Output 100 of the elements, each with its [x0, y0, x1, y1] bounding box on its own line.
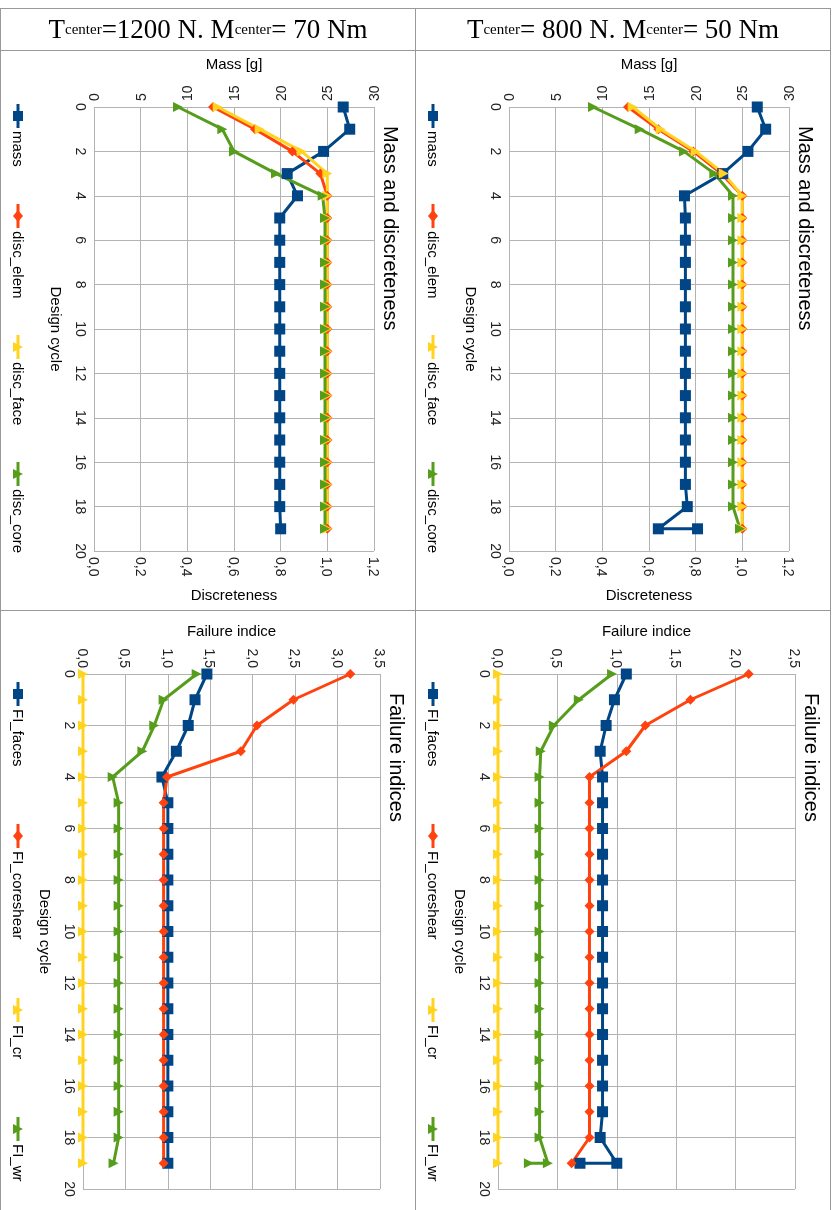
- y-axis-title: Design cycle: [463, 286, 480, 372]
- x-tick-label: 3,5: [372, 648, 388, 669]
- x2-tick-label: 25: [319, 85, 336, 101]
- x-axis-title: Failure indice: [601, 622, 692, 639]
- x-tick-label: 0,4: [179, 557, 196, 577]
- y-tick-label: 2: [62, 721, 78, 730]
- legend-label: FI_wr: [424, 1143, 442, 1182]
- y-tick-label: 6: [477, 824, 493, 833]
- x2-axis-title: Mass [g]: [205, 55, 263, 72]
- x2-tick-label: 0: [501, 93, 517, 101]
- y-tick-label: 16: [62, 1078, 78, 1094]
- x-axis-title: Discreteness: [605, 586, 693, 603]
- y-tick-label: 12: [73, 365, 89, 382]
- x-tick-label: 1,2: [366, 557, 382, 577]
- y-tick-label: 0: [477, 670, 493, 679]
- y-tick-label: 20: [73, 543, 89, 559]
- x-tick-label: 0,4: [594, 557, 611, 577]
- legend-label: FI_coreshear: [424, 851, 442, 940]
- y-tick-label: 18: [477, 1129, 493, 1146]
- x-tick-label: 0,2: [547, 557, 564, 577]
- x2-tick-label: 15: [226, 85, 242, 101]
- y-tick-label: 10: [488, 321, 504, 337]
- y-tick-label: 16: [488, 454, 504, 471]
- y-tick-label: 6: [73, 236, 89, 245]
- y-tick-label: 8: [477, 876, 493, 885]
- legend-label: FI_wr: [9, 1143, 27, 1182]
- legend-label: disc_face: [424, 362, 442, 426]
- y-tick-label: 14: [488, 410, 504, 426]
- y-tick-label: 18: [62, 1129, 78, 1146]
- x-tick-label: 0,5: [117, 648, 134, 669]
- x2-tick-label: 25: [734, 85, 751, 101]
- x2-tick-label: 10: [179, 85, 196, 101]
- x2-tick-label: 30: [781, 85, 797, 101]
- x-tick-label: 1,0: [159, 648, 176, 669]
- y-tick-label: 16: [73, 454, 89, 471]
- y-tick-label: 0: [73, 103, 89, 112]
- x-tick-label: 1,5: [202, 648, 219, 669]
- x-tick-label: 1,0: [319, 557, 336, 577]
- x2-tick-label: 10: [594, 85, 611, 101]
- x-tick-label: 1,2: [781, 557, 797, 577]
- y-tick-label: 12: [62, 975, 78, 991]
- x-tick-label: 0,0: [75, 648, 91, 669]
- y-tick-label: 10: [62, 923, 78, 940]
- x-tick-label: 3,0: [329, 648, 346, 669]
- x-tick-label: 1,5: [668, 648, 685, 669]
- legend-label: FI_faces: [9, 708, 27, 767]
- y-tick-label: 6: [488, 236, 504, 245]
- x-axis-title: Failure indice: [186, 622, 277, 639]
- legend-label: FI_coreshear: [9, 851, 27, 940]
- legend-label: disc_elem: [424, 230, 442, 299]
- y-tick-label: 8: [488, 280, 504, 289]
- y-tick-label: 0: [488, 103, 504, 112]
- legend-label: FI_faces: [424, 708, 442, 767]
- y-tick-label: 10: [477, 923, 493, 940]
- y-tick-label: 14: [73, 410, 89, 426]
- y-tick-label: 4: [73, 191, 89, 200]
- y-tick-label: 4: [488, 191, 504, 200]
- y-tick-label: 18: [73, 498, 89, 515]
- legend-label: FI_cr: [424, 1024, 442, 1059]
- x2-tick-label: 20: [687, 85, 704, 101]
- y-axis-title: Design cycle: [37, 888, 54, 975]
- text: Mass and discreteness: [794, 126, 817, 331]
- x-tick-label: 2,0: [244, 648, 261, 669]
- x-tick-label: 0,8: [687, 557, 704, 577]
- legend-label: FI_cr: [9, 1024, 27, 1059]
- x-tick-label: 0,6: [226, 557, 242, 577]
- x-tick-label: 0,0: [490, 648, 506, 669]
- x-tick-label: 2,0: [727, 648, 744, 669]
- y-tick-label: 14: [62, 1026, 78, 1043]
- y-axis-title: Design cycle: [48, 286, 65, 372]
- y-tick-label: 20: [477, 1181, 493, 1197]
- y-tick-label: 8: [62, 876, 78, 885]
- y-tick-label: 18: [488, 498, 504, 515]
- x-tick-label: 0,2: [132, 557, 149, 577]
- x-tick-label: 0,6: [641, 557, 657, 577]
- legend-label: disc_core: [424, 489, 442, 554]
- x2-axis-title: Mass [g]: [620, 55, 678, 72]
- text: Mass and discreteness: [379, 126, 402, 331]
- x-tick-label: 2,5: [287, 648, 304, 669]
- y-tick-label: 12: [488, 365, 504, 382]
- y-tick-label: 0: [62, 670, 78, 679]
- x2-tick-label: 0: [86, 93, 102, 101]
- x-tick-label: 0,5: [549, 648, 566, 669]
- text: Failure indices: [385, 693, 408, 822]
- y-tick-label: 20: [62, 1181, 78, 1197]
- y-axis-title: Design cycle: [452, 888, 469, 975]
- legend-label: mass: [424, 131, 442, 168]
- x-tick-label: 0,8: [272, 557, 289, 577]
- y-tick-label: 2: [73, 147, 89, 156]
- y-tick-label: 2: [477, 721, 493, 730]
- y-tick-label: 10: [73, 321, 89, 337]
- legend-label: disc_elem: [9, 230, 27, 299]
- x-tick-label: 2,5: [787, 648, 803, 669]
- legend-label: disc_face: [9, 362, 27, 426]
- y-tick-label: 20: [488, 543, 504, 559]
- x-tick-label: 0,0: [501, 557, 517, 577]
- text: Failure indices: [800, 693, 823, 822]
- y-tick-label: 4: [477, 773, 493, 782]
- x2-tick-label: 5: [547, 93, 564, 101]
- y-tick-label: 4: [62, 773, 78, 782]
